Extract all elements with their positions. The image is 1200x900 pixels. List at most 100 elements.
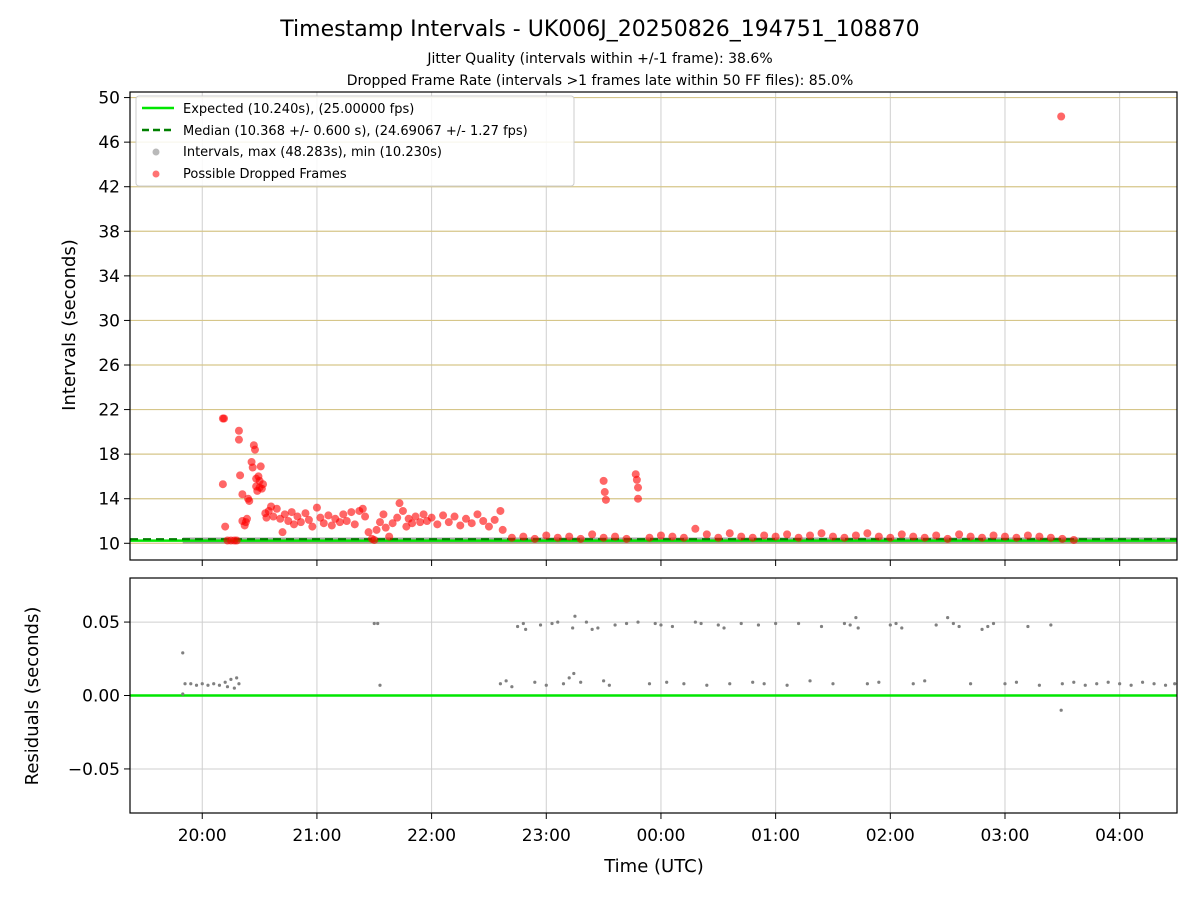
residual-point-68 bbox=[856, 626, 860, 630]
dropped-frame-point-131 bbox=[851, 531, 860, 540]
dropped-frame-point-61 bbox=[361, 512, 370, 521]
residual-point-70 bbox=[877, 680, 881, 684]
residual-point-57 bbox=[756, 623, 761, 627]
residual-point-26 bbox=[544, 683, 548, 687]
residual-point-33 bbox=[573, 614, 577, 618]
residual-point-18 bbox=[498, 682, 503, 686]
dropped-frame-point-11 bbox=[238, 490, 247, 499]
dropped-frame-point-123 bbox=[760, 531, 769, 540]
residual-point-39 bbox=[607, 683, 611, 687]
dropped-frame-point-52 bbox=[327, 521, 336, 530]
bottom-y-axis-label: Residuals (seconds) bbox=[22, 607, 43, 786]
residual-point-35 bbox=[584, 620, 589, 624]
residual-point-34 bbox=[579, 680, 583, 684]
dropped-frame-point-138 bbox=[932, 531, 941, 540]
dropped-frame-point-72 bbox=[395, 499, 404, 508]
dropped-frame-point-10 bbox=[236, 471, 245, 480]
dropped-frame-point-130 bbox=[840, 533, 849, 542]
residual-point-28 bbox=[556, 620, 560, 624]
residual-point-95 bbox=[1118, 682, 1122, 686]
dropped-frame-point-102 bbox=[588, 530, 597, 539]
residual-point-25 bbox=[538, 623, 543, 627]
x-tick-label-1: 21:00 bbox=[292, 826, 341, 846]
bottom-y-tick-label-2: 0.05 bbox=[82, 613, 120, 633]
dropped-frame-point-111 bbox=[634, 483, 643, 492]
residual-point-82 bbox=[986, 624, 990, 629]
dropped-frame-point-98 bbox=[542, 531, 551, 540]
top-y-tick-label-7: 38 bbox=[98, 222, 120, 242]
residual-point-98 bbox=[1152, 682, 1156, 686]
residual-point-2 bbox=[183, 682, 187, 686]
dropped-frame-point-99 bbox=[553, 533, 562, 542]
dropped-frame-point-8 bbox=[234, 426, 243, 435]
dropped-frame-point-115 bbox=[668, 532, 677, 541]
residual-point-58 bbox=[762, 682, 766, 686]
dropped-frame-point-48 bbox=[312, 503, 321, 512]
chart-subtitle-jitter: Jitter Quality (intervals within +/-1 fr… bbox=[426, 51, 772, 67]
dropped-frame-point-118 bbox=[702, 530, 711, 539]
dropped-frame-point-55 bbox=[339, 510, 348, 519]
residual-point-16 bbox=[376, 621, 380, 626]
dropped-frame-point-146 bbox=[1023, 531, 1032, 540]
x-tick-label-2: 22:00 bbox=[407, 826, 456, 846]
dropped-frame-point-104 bbox=[600, 488, 609, 497]
dropped-frame-point-3 bbox=[221, 522, 230, 531]
residual-point-22 bbox=[521, 621, 525, 626]
dropped-frame-point-65 bbox=[372, 525, 381, 534]
residual-point-10 bbox=[225, 685, 230, 689]
dropped-frame-point-7 bbox=[232, 536, 241, 545]
residual-point-20 bbox=[510, 685, 514, 689]
top-y-axis-label: Intervals (seconds) bbox=[59, 239, 80, 411]
dropped-frame-point-140 bbox=[955, 530, 964, 539]
legend-dropped-label: Possible Dropped Frames bbox=[183, 167, 347, 182]
residual-point-69 bbox=[865, 682, 869, 686]
dropped-frame-point-70 bbox=[388, 519, 397, 528]
dropped-frame-point-71 bbox=[393, 513, 402, 522]
dropped-frame-point-17 bbox=[245, 496, 254, 505]
dropped-frame-point-42 bbox=[289, 520, 298, 529]
dropped-frame-point-147 bbox=[1035, 532, 1044, 541]
dropped-frame-point-1 bbox=[220, 414, 229, 423]
residual-point-62 bbox=[808, 679, 812, 683]
residual-point-4 bbox=[194, 683, 199, 687]
legend-intervals-swatch bbox=[152, 148, 160, 156]
dropped-frame-point-136 bbox=[909, 532, 918, 541]
dropped-frame-point-134 bbox=[886, 533, 895, 542]
top-y-tick-label-2: 18 bbox=[98, 445, 120, 465]
dropped-frame-point-127 bbox=[806, 531, 815, 540]
residual-point-7 bbox=[212, 682, 216, 686]
residual-point-60 bbox=[785, 683, 789, 687]
dropped-frame-point-39 bbox=[280, 510, 289, 519]
top-y-tick-label-9: 46 bbox=[98, 133, 120, 153]
dropped-frame-point-35 bbox=[269, 512, 278, 521]
dropped-frame-point-126 bbox=[794, 533, 803, 542]
dropped-frame-point-129 bbox=[828, 532, 837, 541]
residual-point-88 bbox=[1049, 623, 1053, 627]
dropped-frame-point-103 bbox=[599, 476, 608, 485]
residual-point-54 bbox=[728, 682, 732, 686]
chart-title: Timestamp Intervals - UK006J_20250826_19… bbox=[279, 17, 919, 42]
dropped-frame-point-28 bbox=[256, 462, 265, 471]
dropped-frame-point-150 bbox=[1069, 535, 1078, 544]
residual-point-79 bbox=[957, 624, 961, 629]
legend-expected-label: Expected (10.240s), (25.00000 fps) bbox=[183, 102, 414, 117]
residual-point-75 bbox=[923, 679, 927, 683]
residual-point-43 bbox=[647, 682, 652, 686]
residual-point-53 bbox=[722, 626, 726, 630]
residual-point-36 bbox=[590, 627, 594, 632]
residual-point-0 bbox=[181, 651, 185, 655]
dropped-frame-point-122 bbox=[748, 533, 757, 542]
dropped-frame-point-2 bbox=[218, 480, 227, 489]
dropped-frame-point-79 bbox=[419, 510, 428, 519]
dropped-frame-point-107 bbox=[611, 532, 620, 541]
intervals-plot: 10 14 18 22 26 30 34 38 42 46 50 bbox=[98, 89, 1178, 566]
dropped-frame-point-41 bbox=[287, 508, 296, 517]
residual-point-47 bbox=[670, 624, 675, 629]
bottom-y-tick-label-1: 0.00 bbox=[82, 687, 120, 707]
dropped-frame-point-100 bbox=[565, 532, 574, 541]
dropped-frame-point-113 bbox=[645, 533, 654, 542]
dropped-frame-point-108 bbox=[622, 534, 631, 543]
dropped-frame-point-78 bbox=[416, 518, 425, 527]
legend: Expected (10.240s), (25.00000 fps) Media… bbox=[135, 95, 575, 187]
dropped-frame-point-64 bbox=[370, 535, 379, 544]
